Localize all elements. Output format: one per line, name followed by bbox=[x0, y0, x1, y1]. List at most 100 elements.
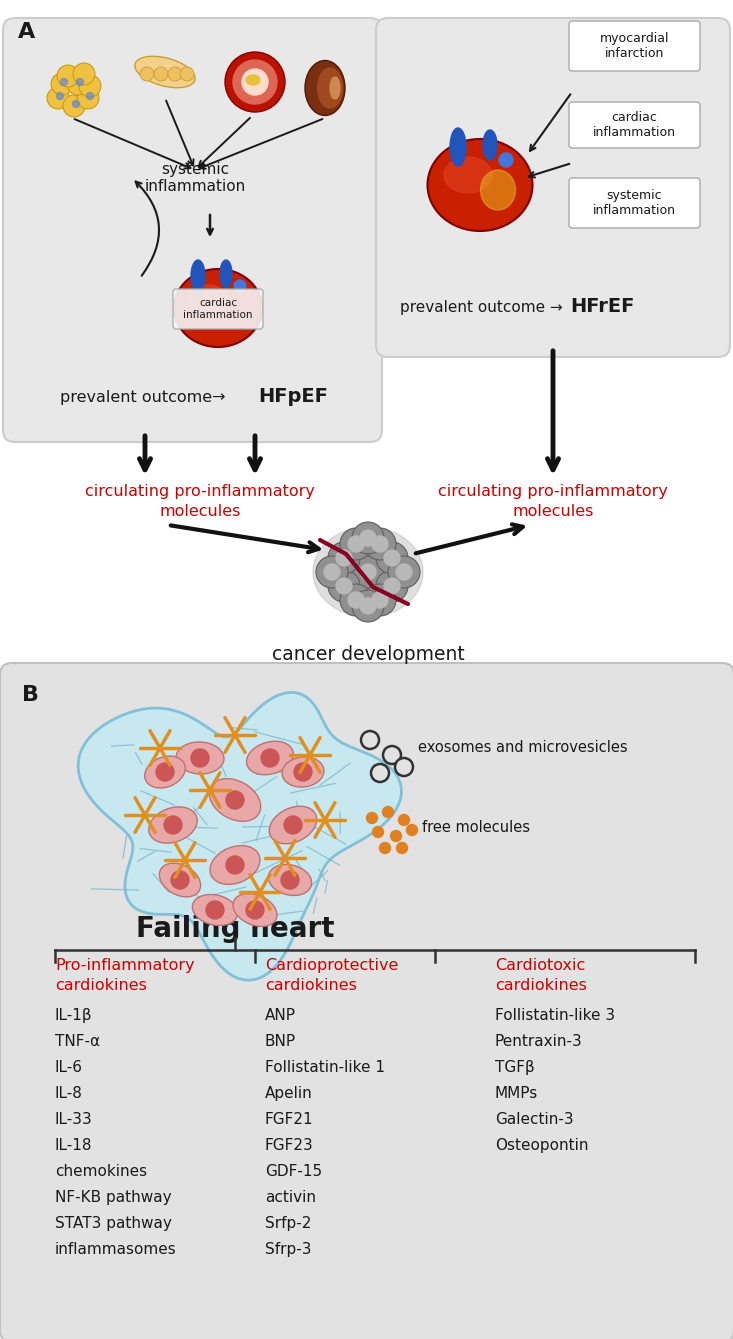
Ellipse shape bbox=[427, 139, 532, 232]
Text: Osteopontin: Osteopontin bbox=[495, 1138, 589, 1153]
Circle shape bbox=[67, 74, 89, 95]
Circle shape bbox=[86, 92, 94, 99]
Circle shape bbox=[361, 731, 379, 749]
FancyBboxPatch shape bbox=[569, 178, 700, 228]
FancyBboxPatch shape bbox=[3, 17, 382, 442]
Text: Cardioprotective
cardiokines: Cardioprotective cardiokines bbox=[265, 957, 398, 992]
Circle shape bbox=[242, 70, 268, 95]
Text: Follistatin-like 3: Follistatin-like 3 bbox=[495, 1008, 615, 1023]
Ellipse shape bbox=[268, 865, 312, 896]
FancyBboxPatch shape bbox=[569, 102, 700, 149]
Text: prevalent outcome →: prevalent outcome → bbox=[400, 300, 563, 315]
Circle shape bbox=[56, 92, 64, 99]
Text: STAT3 pathway: STAT3 pathway bbox=[55, 1216, 172, 1231]
Circle shape bbox=[73, 63, 95, 84]
Ellipse shape bbox=[444, 157, 492, 193]
Text: exosomes and microvesicles: exosomes and microvesicles bbox=[418, 740, 627, 755]
Ellipse shape bbox=[282, 757, 324, 787]
Circle shape bbox=[61, 79, 67, 86]
Circle shape bbox=[328, 542, 360, 574]
Circle shape bbox=[376, 570, 408, 603]
Circle shape bbox=[294, 763, 312, 781]
Circle shape bbox=[79, 75, 101, 96]
Ellipse shape bbox=[233, 893, 277, 927]
Text: circulating pro-inflammatory
molecules: circulating pro-inflammatory molecules bbox=[85, 483, 315, 518]
Text: IL-18: IL-18 bbox=[55, 1138, 92, 1153]
Circle shape bbox=[360, 530, 376, 546]
FancyBboxPatch shape bbox=[173, 289, 263, 329]
Circle shape bbox=[372, 592, 388, 608]
Text: FGF23: FGF23 bbox=[265, 1138, 314, 1153]
Text: prevalent outcome→: prevalent outcome→ bbox=[60, 390, 226, 404]
Text: myocardial
infarction: myocardial infarction bbox=[600, 32, 669, 60]
Text: Follistatin-like 1: Follistatin-like 1 bbox=[265, 1060, 385, 1075]
Circle shape bbox=[233, 60, 277, 104]
Text: inflammasomes: inflammasomes bbox=[55, 1243, 177, 1257]
Circle shape bbox=[336, 578, 352, 595]
Circle shape bbox=[76, 79, 84, 86]
Circle shape bbox=[225, 52, 285, 112]
Text: B: B bbox=[22, 686, 39, 706]
Circle shape bbox=[352, 556, 384, 588]
Circle shape bbox=[328, 570, 360, 603]
Circle shape bbox=[51, 74, 73, 95]
Text: Galectin-3: Galectin-3 bbox=[495, 1111, 574, 1127]
Circle shape bbox=[407, 825, 418, 836]
Ellipse shape bbox=[246, 75, 260, 84]
Text: GDF-15: GDF-15 bbox=[265, 1164, 322, 1180]
Text: ANP: ANP bbox=[265, 1008, 296, 1023]
Text: IL-33: IL-33 bbox=[55, 1111, 93, 1127]
Circle shape bbox=[380, 842, 391, 853]
Circle shape bbox=[340, 528, 372, 560]
Text: cardiac
inflammation: cardiac inflammation bbox=[183, 299, 253, 320]
Circle shape bbox=[395, 758, 413, 777]
Circle shape bbox=[352, 590, 384, 623]
Circle shape bbox=[372, 826, 383, 837]
Text: Apelin: Apelin bbox=[265, 1086, 313, 1101]
Text: Cardiotoxic
cardiokines: Cardiotoxic cardiokines bbox=[495, 957, 587, 992]
Circle shape bbox=[352, 522, 384, 554]
Circle shape bbox=[73, 100, 79, 107]
Text: FGF21: FGF21 bbox=[265, 1111, 314, 1127]
Circle shape bbox=[261, 749, 279, 767]
Text: TGFβ: TGFβ bbox=[495, 1060, 535, 1075]
Circle shape bbox=[154, 67, 168, 80]
Text: cardiac
inflammation: cardiac inflammation bbox=[593, 111, 676, 139]
Circle shape bbox=[281, 870, 299, 889]
Ellipse shape bbox=[149, 807, 197, 844]
Circle shape bbox=[383, 806, 394, 818]
Text: A: A bbox=[18, 21, 35, 42]
Ellipse shape bbox=[305, 60, 345, 115]
Circle shape bbox=[191, 749, 209, 767]
Text: cancer development: cancer development bbox=[272, 645, 465, 664]
Circle shape bbox=[384, 578, 400, 595]
Text: free molecules: free molecules bbox=[422, 821, 530, 836]
Circle shape bbox=[499, 153, 513, 167]
Text: NF-KB pathway: NF-KB pathway bbox=[55, 1190, 172, 1205]
Circle shape bbox=[397, 842, 408, 853]
Circle shape bbox=[360, 564, 376, 580]
Ellipse shape bbox=[192, 894, 237, 925]
Ellipse shape bbox=[176, 742, 224, 774]
Text: Pentraxin-3: Pentraxin-3 bbox=[495, 1034, 583, 1048]
Circle shape bbox=[360, 599, 376, 615]
Text: Sfrp-3: Sfrp-3 bbox=[265, 1243, 312, 1257]
Text: Pro-inflammatory
cardiokines: Pro-inflammatory cardiokines bbox=[55, 957, 195, 992]
FancyBboxPatch shape bbox=[376, 17, 730, 358]
Text: chemokines: chemokines bbox=[55, 1164, 147, 1180]
Circle shape bbox=[399, 814, 410, 826]
Text: HFrEF: HFrEF bbox=[570, 297, 634, 316]
Circle shape bbox=[140, 67, 154, 80]
Text: circulating pro-inflammatory
molecules: circulating pro-inflammatory molecules bbox=[438, 483, 668, 518]
Circle shape bbox=[376, 542, 408, 574]
Text: BNP: BNP bbox=[265, 1034, 296, 1048]
Text: Failing heart: Failing heart bbox=[136, 915, 334, 943]
Circle shape bbox=[366, 813, 377, 823]
Ellipse shape bbox=[246, 742, 293, 775]
Text: activin: activin bbox=[265, 1190, 316, 1205]
Text: Srfp-2: Srfp-2 bbox=[265, 1216, 312, 1231]
Circle shape bbox=[164, 815, 182, 834]
Ellipse shape bbox=[191, 260, 205, 292]
Text: IL-8: IL-8 bbox=[55, 1086, 83, 1101]
Ellipse shape bbox=[269, 806, 317, 844]
